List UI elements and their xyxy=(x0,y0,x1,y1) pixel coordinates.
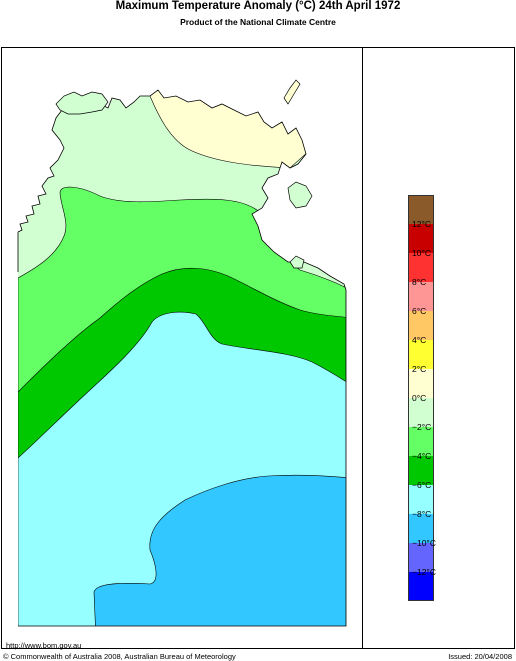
copyright-text: © Commonwealth of Australia 2008, Austra… xyxy=(3,652,236,661)
legend-label: −8°C xyxy=(412,509,432,519)
legend-swatch xyxy=(408,514,434,543)
legend-swatch xyxy=(408,224,434,253)
groote-eylandt xyxy=(287,181,313,209)
legend-label: 0°C xyxy=(412,393,427,403)
legend-label: −2°C xyxy=(412,422,432,432)
legend-label: 6°C xyxy=(412,306,427,316)
legend-label: 8°C xyxy=(412,277,427,287)
tiwi-islands xyxy=(55,91,109,115)
legend-swatch xyxy=(408,195,434,224)
legend-swatch xyxy=(408,427,434,456)
legend-label: 4°C xyxy=(412,335,427,345)
coastline xyxy=(17,89,347,627)
zone-minus8-to-minus10 xyxy=(93,474,346,626)
legend-swatch xyxy=(408,253,434,282)
legend-divider xyxy=(362,47,363,649)
legend-swatch xyxy=(408,456,434,485)
legend-label: −6°C xyxy=(412,480,432,490)
legend-swatch xyxy=(408,485,434,514)
legend-label: 12°C xyxy=(412,219,431,229)
map-title: Maximum Temperature Anomaly (°C) 24th Ap… xyxy=(115,0,401,12)
legend-label: 2°C xyxy=(412,364,427,374)
wessel-islands xyxy=(283,79,301,105)
legend-swatch xyxy=(408,543,434,572)
gulf-island xyxy=(289,255,305,269)
map-frame xyxy=(1,47,515,649)
legend-swatch xyxy=(408,311,434,340)
legend-label: −12°C xyxy=(412,567,436,577)
legend-swatch xyxy=(408,340,434,369)
legend-label: −4°C xyxy=(412,451,432,461)
legend-swatch xyxy=(408,369,434,398)
legend-swatch xyxy=(408,282,434,311)
issued-date: Issued: 20/04/2008 xyxy=(448,652,512,661)
legend-label: −10°C xyxy=(412,538,436,548)
legend-label: 10°C xyxy=(412,248,431,258)
legend-swatch xyxy=(408,572,434,601)
source-link[interactable]: http://www.bom.gov.au xyxy=(6,641,82,650)
legend-swatch xyxy=(408,398,434,427)
map-subtitle: Product of the National Climate Centre xyxy=(180,17,336,27)
